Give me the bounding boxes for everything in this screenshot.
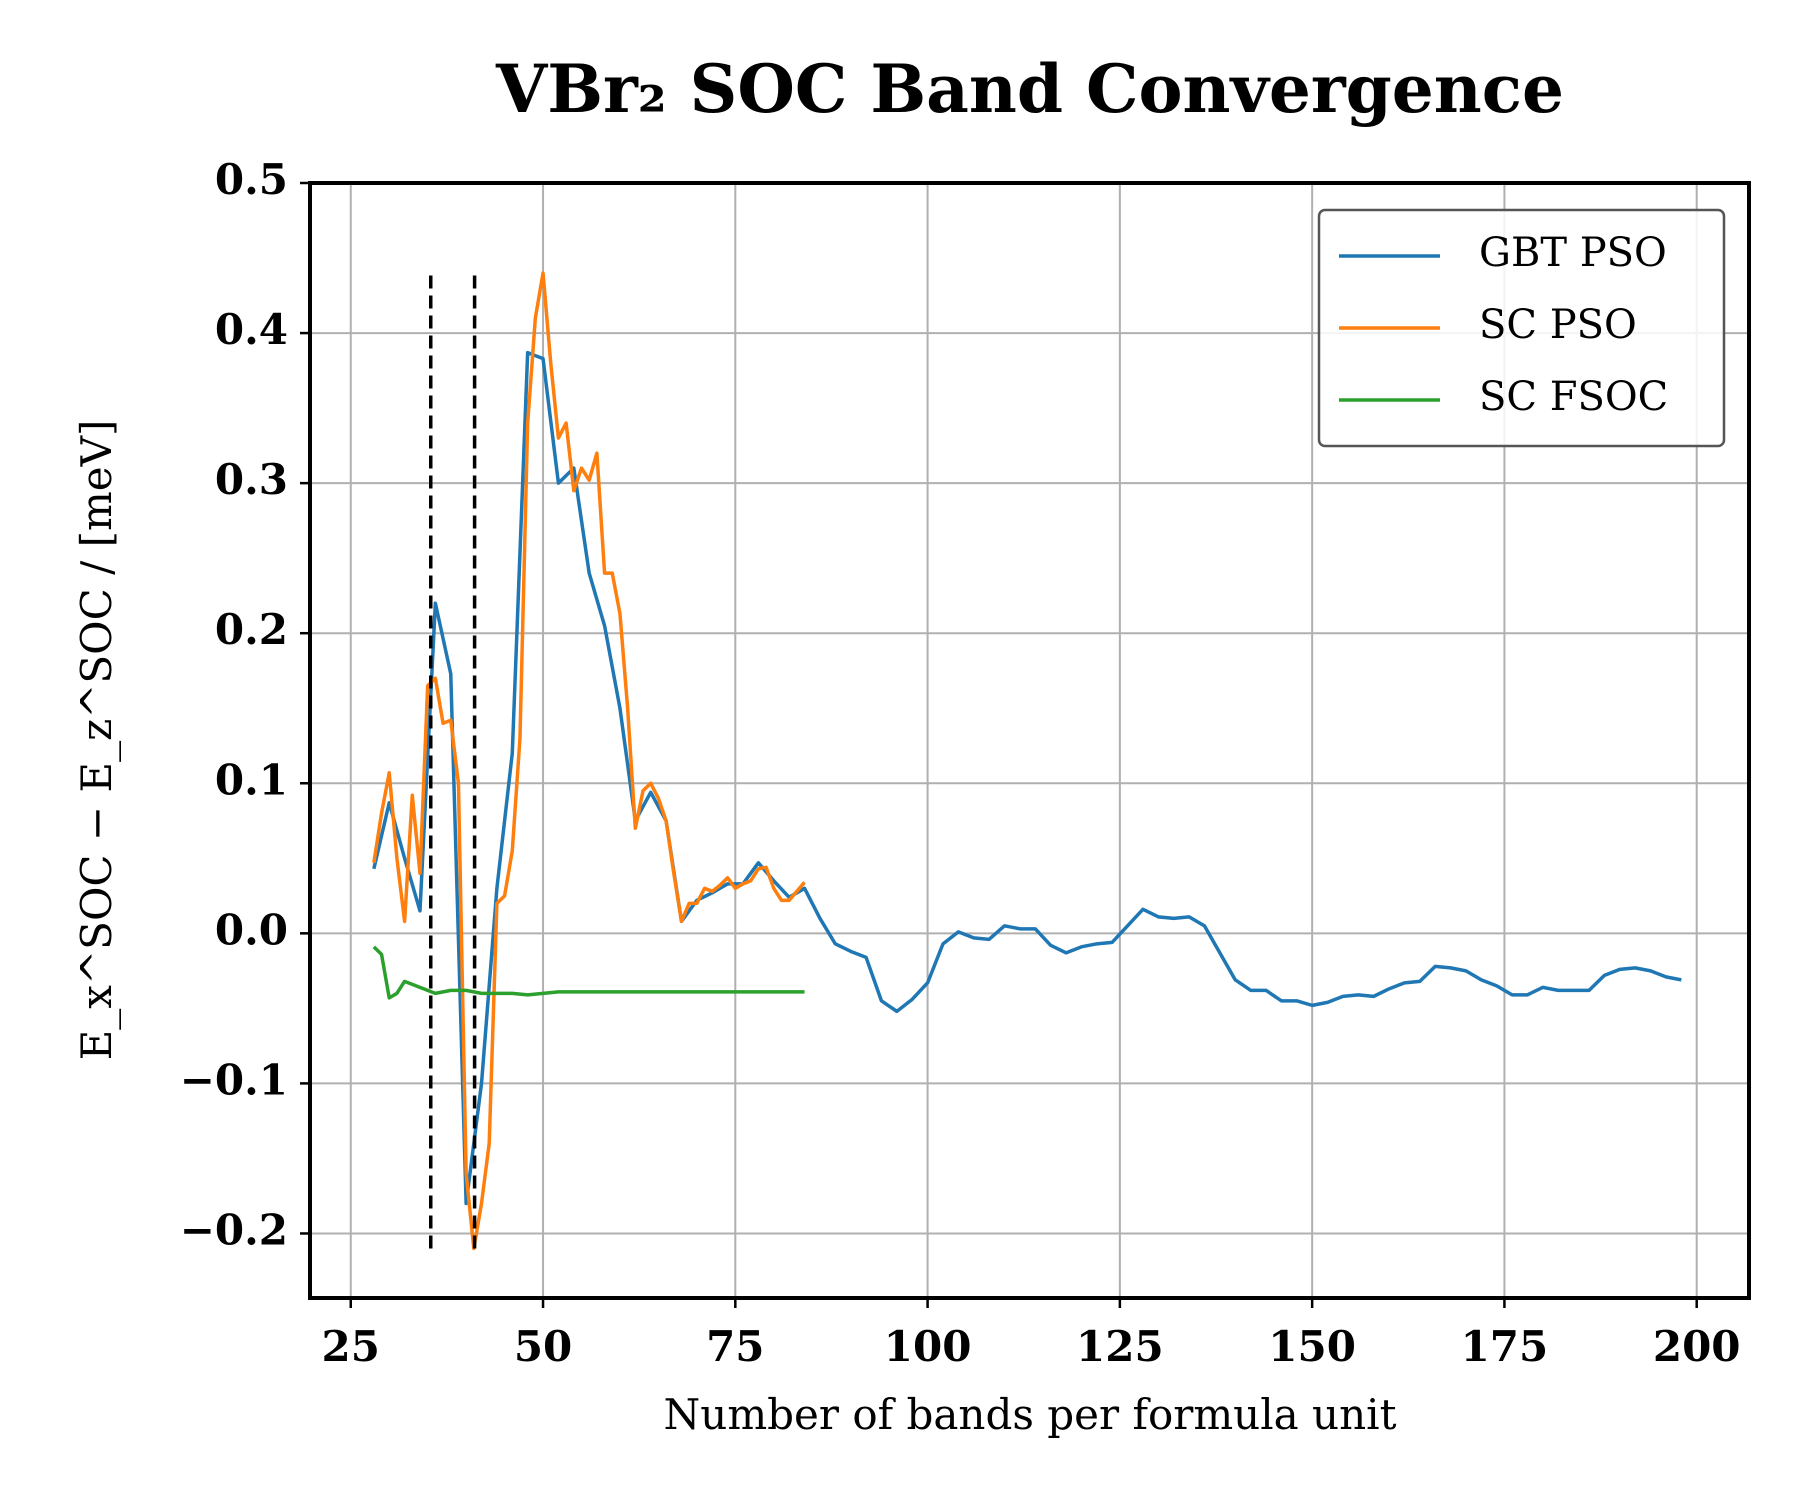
legend-label: SC FSOC — [1479, 374, 1668, 420]
x-tick-label: 125 — [1076, 1322, 1164, 1371]
x-axis-label: Number of bands per formula unit — [664, 1390, 1397, 1439]
plot-frame — [308, 181, 1751, 1300]
x-tick-label: 150 — [1268, 1322, 1356, 1371]
x-tick-label: 100 — [884, 1322, 972, 1371]
y-tick-label: 0.2 — [215, 605, 288, 654]
legend-box — [1317, 208, 1726, 448]
x-tick-label: 25 — [322, 1322, 380, 1371]
x-tick-label: 50 — [514, 1322, 572, 1371]
chart-title: VBr₂ SOC Band Convergence — [495, 50, 1564, 128]
y-tick-label: 0.4 — [215, 305, 288, 354]
y-tick-label: −0.1 — [180, 1055, 288, 1104]
data-line — [372, 945, 805, 1000]
y-axis-label: E_x^SOC − E_z^SOC / [meV] — [72, 420, 121, 1061]
y-tick-label: −0.2 — [180, 1205, 288, 1254]
x-tick-label: 75 — [706, 1322, 764, 1371]
legend-label: GBT PSO — [1479, 230, 1667, 276]
x-tick-label: 175 — [1461, 1322, 1549, 1371]
y-tick-label: 0.3 — [215, 455, 288, 504]
data-line — [372, 350, 1682, 1206]
y-tick-label: 0.1 — [215, 755, 288, 804]
legend-label: SC PSO — [1479, 302, 1637, 348]
y-tick-label: 0.5 — [215, 155, 288, 204]
y-tick-label: 0.0 — [215, 905, 288, 954]
data-line — [372, 271, 806, 1251]
x-tick-label: 200 — [1653, 1322, 1741, 1371]
